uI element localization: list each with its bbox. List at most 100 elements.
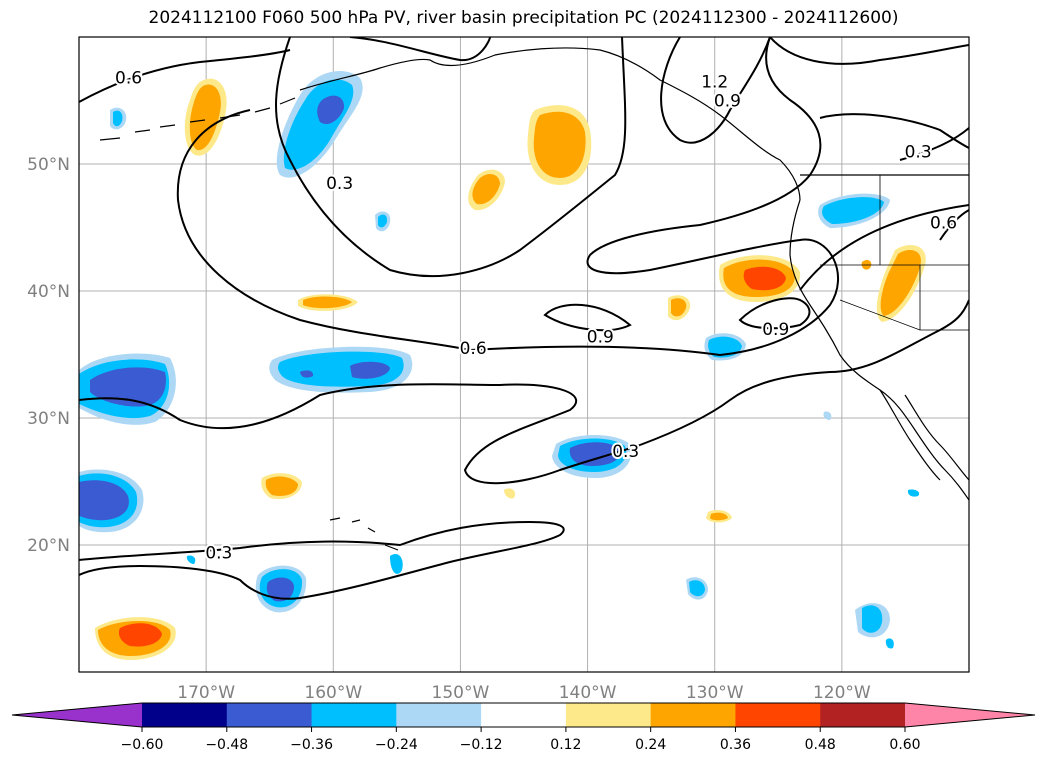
pv-contour-line	[176, 37, 840, 357]
precip-blob	[689, 580, 705, 597]
coastline-baja	[879, 389, 969, 481]
precip-blob	[266, 577, 294, 602]
precip-blob	[113, 110, 123, 127]
map-content	[79, 37, 969, 660]
pv-contours	[79, 37, 969, 600]
lon-tick-label: 150°W	[432, 683, 490, 703]
lon-tick-label: 170°W	[177, 683, 235, 703]
pv-contour-line	[639, 299, 969, 446]
colorbar-tick-label: −0.36	[290, 737, 333, 753]
precip-blob	[880, 250, 921, 316]
colorbar-tick-label: −0.24	[375, 737, 418, 753]
precip-blob	[822, 197, 884, 224]
precip-shading	[79, 71, 926, 660]
precip-blob	[300, 370, 314, 378]
lat-tick-label: 40°N	[27, 282, 70, 302]
precip-blob	[907, 489, 920, 497]
lon-tick-label: 160°W	[304, 683, 362, 703]
precip-blob	[390, 553, 403, 574]
colorbar-segment	[650, 703, 736, 727]
chart-title: 2024112100 F060 500 hPa PV, river basin …	[148, 8, 899, 28]
pv-contour-line	[769, 37, 969, 65]
precip-blob	[265, 476, 298, 496]
lat-tick-label: 50°N	[27, 155, 70, 175]
pv-contour-line	[660, 37, 771, 144]
coastline-north-america-west	[789, 199, 969, 501]
colorbar-segment	[820, 703, 906, 727]
coastline-aleutians	[99, 97, 296, 141]
contour-label: 1.2	[701, 72, 728, 92]
colorbar-tick-label: −0.48	[205, 737, 248, 753]
contour-label: 0.3	[326, 174, 353, 194]
colorbar-tick-label: 0.48	[805, 737, 836, 753]
precip-blob	[378, 214, 388, 228]
precip-blob	[303, 296, 352, 309]
precip-blob	[79, 480, 129, 521]
precip-blob	[743, 266, 786, 291]
lat-tick-label: 20°N	[27, 536, 70, 556]
precip-blob	[533, 111, 586, 178]
contour-label: 0.6	[460, 339, 487, 359]
precip-blob	[189, 84, 221, 151]
pv-contour-line	[275, 37, 627, 278]
colorbar-segment	[565, 703, 652, 727]
lon-tick-label: 130°W	[686, 683, 744, 703]
precip-blob	[472, 173, 500, 205]
map-frame	[78, 36, 970, 673]
contour-label: 0.3	[205, 544, 232, 564]
contour-label: 0.9	[714, 92, 741, 112]
precip-blob	[118, 623, 162, 647]
pv-contour-line	[939, 209, 969, 241]
precip-blob	[885, 638, 894, 649]
precip-blob	[504, 488, 516, 499]
precip-blob	[710, 512, 728, 521]
colorbar-tick-label: 0.24	[635, 737, 666, 753]
pv-contour-line	[799, 204, 969, 291]
precip-blob	[569, 442, 621, 466]
contour-label: 0.9	[762, 320, 789, 340]
coastlines	[99, 47, 969, 551]
precip-blob	[186, 555, 196, 564]
precip-blob	[823, 411, 832, 420]
pv-contour-line	[79, 520, 565, 600]
pv-contour-line	[543, 303, 632, 332]
colorbar-tick-label: 0.60	[889, 737, 920, 753]
precip-blob	[671, 298, 687, 317]
colorbar-segment	[735, 703, 821, 727]
contour-label: 0.3	[905, 142, 932, 162]
coastline-alaska	[299, 47, 801, 201]
precip-blob	[317, 95, 345, 125]
lat-tick-label: 30°N	[27, 409, 70, 429]
colorbar-segment	[481, 703, 567, 727]
pv-contour-line	[349, 37, 491, 62]
precip-blob	[90, 367, 166, 407]
colorbar-segment	[142, 703, 228, 727]
pv-contour-line	[79, 49, 291, 103]
contour-label: 0.6	[115, 69, 142, 89]
longitude-labels: 170°W 160°W 150°W 140°W 130°W 120°W	[177, 683, 871, 703]
colorbar-segment	[396, 703, 482, 727]
lon-tick-label: 140°W	[559, 683, 617, 703]
pv-contour-line	[899, 127, 969, 161]
colorbar: −0.60 −0.48 −0.36 −0.24 −0.12 0.12 0.24 0.36 0.4…	[11, 702, 1036, 753]
colorbar-segment	[226, 703, 313, 727]
pv-contour-line	[819, 113, 969, 149]
state-borders	[820, 175, 969, 331]
precip-blob	[862, 605, 883, 633]
colorbar-extend-low	[12, 703, 142, 727]
colorbar-segment	[311, 703, 397, 727]
colorbar-tick-label: 0.12	[550, 737, 581, 753]
latitude-labels: 50°N 40°N 30°N 20°N	[27, 155, 70, 556]
precip-blob	[350, 361, 390, 379]
contour-label: 0.6	[930, 213, 957, 233]
pv-contour-line	[79, 383, 641, 485]
pv-contour-line	[738, 297, 811, 330]
colorbar-tick-label: 0.36	[720, 737, 751, 753]
colorbar-tick-label: −0.60	[121, 737, 164, 753]
colorbar-tick-label: −0.12	[460, 737, 503, 753]
contour-labels: 0.60.31.20.90.30.60.9 0.90.60.30.3	[113, 67, 959, 566]
lon-tick-label: 120°W	[813, 683, 871, 703]
coastline-hawaii	[329, 517, 399, 551]
colorbar-extend-high	[905, 703, 1035, 727]
